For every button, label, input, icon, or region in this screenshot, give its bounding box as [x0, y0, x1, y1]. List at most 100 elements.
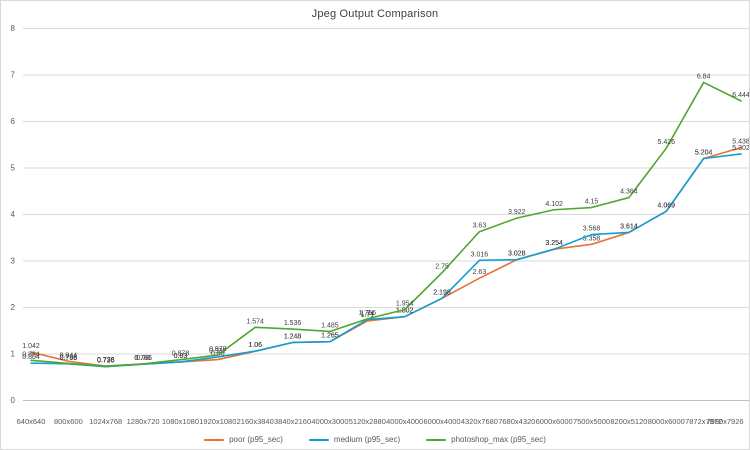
data-label-photoshop-max: 0.786: [134, 355, 152, 362]
legend-label: photoshop_max (p95_sec): [451, 435, 546, 444]
x-tick-label: 640x640: [17, 417, 46, 426]
data-label-poor: 3.028: [508, 251, 526, 258]
data-label-photoshop-max: 4.102: [545, 201, 563, 208]
series-line-medium: [30, 153, 742, 368]
data-label-photoshop-max: 0.978: [209, 346, 227, 353]
data-label-poor: 5.204: [695, 150, 713, 157]
legend-label: medium (p95_sec): [333, 435, 401, 444]
y-tick-label: 2: [11, 303, 16, 312]
legend-item-medium[interactable]: medium (p95_sec): [308, 435, 401, 444]
x-tick-label: 1920x1080: [199, 417, 236, 426]
x-tick-label: 1024x768: [89, 417, 122, 426]
data-label-medium: 1.74: [361, 311, 375, 318]
data-label-medium: 0.788: [60, 355, 78, 362]
data-label-medium: 5.302: [732, 145, 750, 152]
data-label-poor: 0.83: [174, 353, 188, 360]
data-label-photoshop-max: 3.63: [473, 223, 487, 230]
data-label-photoshop-max: 1.536: [284, 320, 302, 327]
data-label-photoshop-max: 5.426: [657, 139, 675, 146]
x-tick-label: 6000x4000: [423, 417, 460, 426]
x-tick-label: 7990x7926: [706, 417, 743, 426]
data-label-photoshop-max: 0.878: [172, 351, 190, 358]
x-tick-label: 1080x1080: [162, 417, 199, 426]
data-label-poor: 1.042: [22, 343, 40, 350]
chart-title: Jpeg Output Comparison: [311, 8, 439, 20]
data-label-poor: 3.358: [583, 235, 601, 242]
y-tick-label: 6: [11, 117, 16, 126]
data-label-poor: 1.802: [396, 308, 414, 315]
data-label-poor: 0.844: [60, 352, 78, 359]
data-label-photoshop-max: 0.798: [60, 354, 78, 361]
y-tick-label: 5: [11, 164, 16, 173]
data-label-photoshop-max: 3.922: [508, 209, 526, 216]
data-label-photoshop-max: 1.756: [359, 310, 377, 317]
data-label-poor: 5.438: [732, 139, 750, 146]
data-label-photoshop-max: 0.864: [22, 351, 40, 358]
y-tick-label: 8: [11, 24, 16, 33]
data-label-photoshop-max: 1.485: [321, 322, 339, 329]
data-label-poor: 3.614: [620, 223, 638, 230]
data-label-poor: 1.06: [248, 342, 262, 349]
data-label-poor: 1.71: [361, 312, 375, 319]
data-label-poor: 1.265: [321, 333, 339, 340]
data-label-poor: 3.254: [545, 240, 563, 247]
data-label-medium: 3.568: [583, 226, 601, 233]
data-label-photoshop-max: 4.15: [585, 199, 599, 206]
data-label-medium: 3.016: [471, 251, 489, 258]
legend-item-poor[interactable]: poor (p95_sec): [204, 435, 283, 444]
x-tick-label: 3840x2160: [274, 417, 311, 426]
legend-swatch-photoshop-max: [426, 438, 447, 441]
x-tick-label: 8200x5120: [610, 417, 647, 426]
data-label-photoshop-max: 1.954: [396, 301, 414, 308]
data-label-medium: 3.028: [508, 251, 526, 258]
legend-item-photoshop-max[interactable]: photoshop_max (p95_sec): [426, 435, 546, 444]
x-tick-label: 800x600: [54, 417, 83, 426]
data-label-poor: 4.069: [657, 202, 675, 209]
data-label-poor: 2.63: [473, 269, 487, 276]
data-label-photoshop-max: 4.364: [620, 189, 638, 196]
series-line-poor: [30, 146, 742, 367]
y-tick-label: 0: [11, 396, 16, 405]
data-label-medium: 0.804: [22, 354, 40, 361]
data-label-medium: 3.254: [545, 240, 563, 247]
legend-swatch-poor: [204, 438, 225, 441]
data-label-medium: 0.83: [174, 353, 188, 360]
y-tick-label: 1: [11, 350, 16, 359]
data-label-photoshop-max: 1.574: [246, 318, 264, 325]
data-label-poor: 2.198: [433, 289, 451, 296]
legend-label: poor (p95_sec): [229, 435, 283, 444]
y-tick-label: 3: [11, 257, 16, 266]
data-label-medium: 4.069: [657, 202, 675, 209]
x-tick-label: 6000x6000: [536, 417, 573, 426]
data-label-medium: 0.937: [209, 348, 227, 355]
x-tick-label: 4000x3000: [311, 417, 348, 426]
x-tick-label: 4320x7680: [461, 417, 498, 426]
data-label-medium: 1.802: [396, 308, 414, 315]
data-label-medium: 2.198: [433, 289, 451, 296]
x-tick-label: 4000x4000: [386, 417, 423, 426]
data-label-medium: 5.204: [695, 150, 713, 157]
data-label-medium: 1.06: [248, 342, 262, 349]
data-label-photoshop-max: 2.75: [435, 264, 449, 271]
x-tick-label: 5120x2880: [349, 417, 386, 426]
series-line-photoshop-max: [30, 81, 742, 367]
data-label-poor: 0.786: [134, 355, 152, 362]
data-label-photoshop-max: 6.84: [697, 73, 711, 80]
y-tick-label: 7: [11, 71, 16, 80]
x-tick-label: 7500x5000: [573, 417, 610, 426]
data-label-medium: 0.726: [97, 358, 115, 365]
data-label-medium: 0.78: [136, 355, 150, 362]
legend-swatch-medium: [308, 438, 329, 441]
data-label-medium: 3.614: [620, 223, 638, 230]
data-label-medium: 1.248: [284, 333, 302, 340]
x-tick-label: 2160x3840: [237, 417, 274, 426]
data-label-poor: 0.738: [97, 357, 115, 364]
legend: poor (p95_sec) medium (p95_sec) photoshop_…: [1, 435, 749, 444]
data-label-photoshop-max: 0.738: [97, 357, 115, 364]
x-tick-label: 7872x7872: [685, 417, 722, 426]
data-label-medium: 1.265: [321, 333, 339, 340]
x-tick-label: 1280x720: [127, 417, 160, 426]
x-tick-label: 8000x6000: [648, 417, 685, 426]
